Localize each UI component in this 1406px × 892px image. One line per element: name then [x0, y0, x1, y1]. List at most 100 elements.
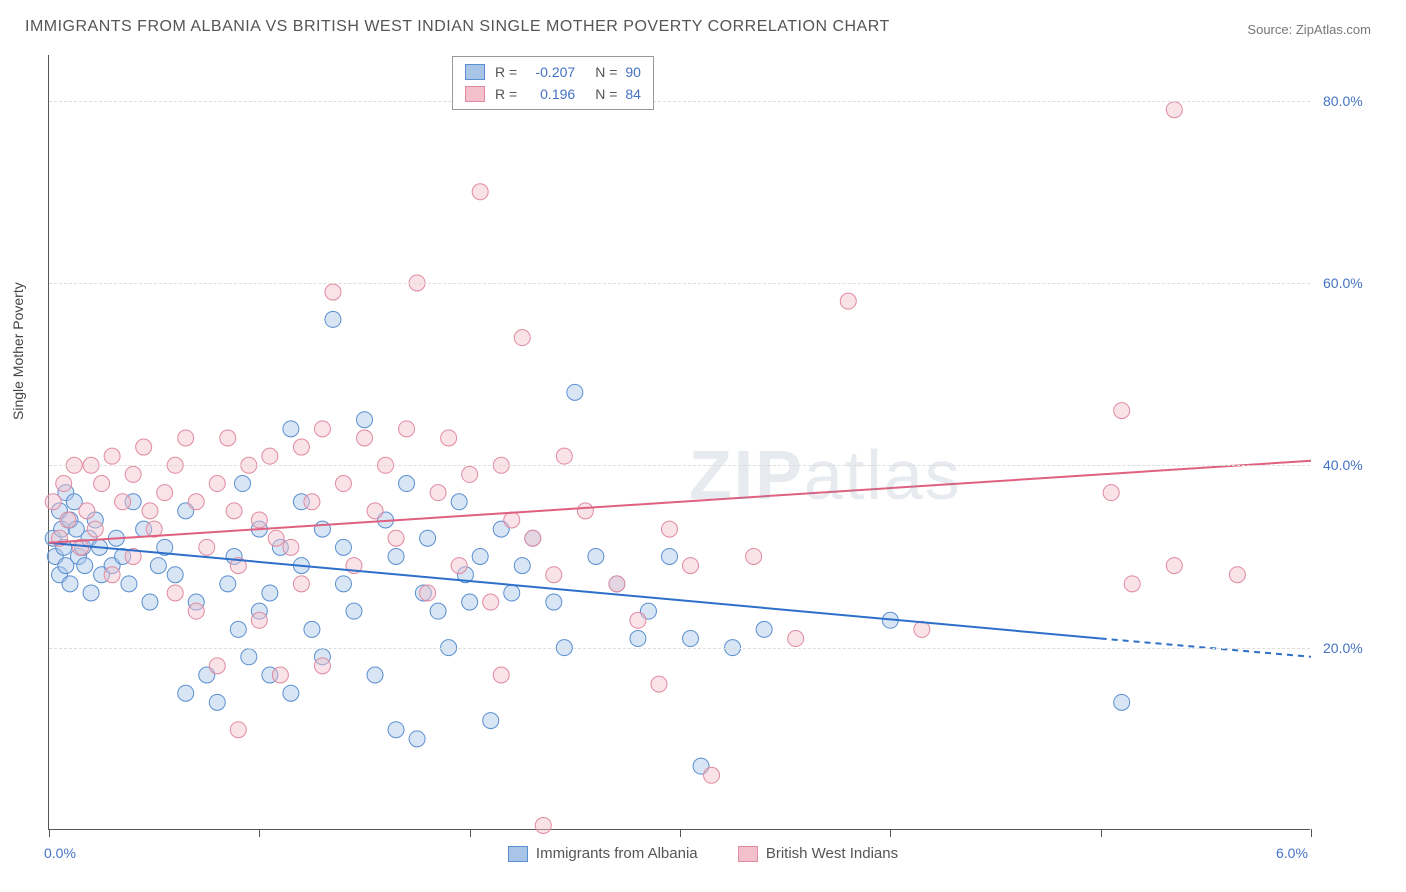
scatter-point	[1229, 567, 1245, 583]
chart-svg	[49, 55, 1310, 829]
legend-label-albania: Immigrants from Albania	[536, 845, 698, 862]
scatter-point	[514, 330, 530, 346]
scatter-point	[651, 676, 667, 692]
legend-swatch-bwi-bottom	[738, 846, 758, 862]
scatter-point	[462, 594, 478, 610]
scatter-point	[235, 476, 251, 492]
scatter-point	[357, 430, 373, 446]
scatter-point	[483, 713, 499, 729]
legend-n-value-bwi: 84	[625, 86, 641, 102]
y-tick-label: 80.0%	[1323, 93, 1363, 109]
legend-swatch-albania-bottom	[508, 846, 528, 862]
scatter-point	[683, 558, 699, 574]
scatter-point	[314, 658, 330, 674]
legend-r-value-albania: -0.207	[525, 64, 575, 80]
scatter-point	[293, 576, 309, 592]
scatter-point	[251, 612, 267, 628]
scatter-point	[367, 503, 383, 519]
scatter-point	[683, 631, 699, 647]
scatter-point	[241, 649, 257, 665]
legend-n-label: N =	[595, 86, 617, 102]
scatter-point	[230, 722, 246, 738]
scatter-point	[220, 576, 236, 592]
trend-line	[49, 461, 1311, 543]
scatter-point	[914, 621, 930, 637]
scatter-point	[142, 594, 158, 610]
scatter-point	[840, 293, 856, 309]
scatter-point	[1124, 576, 1140, 592]
y-tick-label: 60.0%	[1323, 275, 1363, 291]
scatter-point	[304, 494, 320, 510]
scatter-point	[556, 448, 572, 464]
legend-n-label: N =	[595, 64, 617, 80]
scatter-point	[367, 667, 383, 683]
scatter-point	[167, 567, 183, 583]
chart-title: IMMIGRANTS FROM ALBANIA VS BRITISH WEST …	[25, 18, 890, 36]
scatter-point	[283, 685, 299, 701]
scatter-point	[220, 430, 236, 446]
legend-row-bwi: R = 0.196 N = 84	[465, 83, 641, 105]
scatter-point	[472, 548, 488, 564]
scatter-point	[472, 184, 488, 200]
scatter-point	[388, 722, 404, 738]
legend-r-label: R =	[495, 64, 517, 80]
scatter-point	[430, 485, 446, 501]
trend-line	[49, 543, 1101, 639]
scatter-point	[178, 685, 194, 701]
scatter-point	[504, 512, 520, 528]
scatter-point	[60, 512, 76, 528]
y-axis-title: Single Mother Poverty	[10, 282, 26, 420]
scatter-point	[588, 548, 604, 564]
scatter-point	[104, 567, 120, 583]
scatter-point	[630, 612, 646, 628]
scatter-point	[209, 658, 225, 674]
scatter-point	[420, 530, 436, 546]
legend-swatch-bwi	[465, 86, 485, 102]
scatter-point	[535, 817, 551, 833]
scatter-point	[1114, 694, 1130, 710]
scatter-point	[430, 603, 446, 619]
scatter-point	[420, 585, 436, 601]
scatter-point	[314, 421, 330, 437]
legend-n-value-albania: 90	[625, 64, 641, 80]
scatter-point	[1103, 485, 1119, 501]
scatter-point	[283, 421, 299, 437]
scatter-point	[704, 767, 720, 783]
scatter-point	[756, 621, 772, 637]
scatter-point	[56, 476, 72, 492]
scatter-point	[546, 594, 562, 610]
scatter-point	[230, 621, 246, 637]
scatter-point	[1166, 102, 1182, 118]
scatter-point	[335, 539, 351, 555]
scatter-point	[77, 558, 93, 574]
scatter-point	[661, 548, 677, 564]
scatter-point	[262, 585, 278, 601]
scatter-point	[525, 530, 541, 546]
legend-item-albania: Immigrants from Albania	[508, 845, 698, 862]
scatter-point	[79, 503, 95, 519]
scatter-point	[335, 476, 351, 492]
source-label: Source:	[1247, 22, 1292, 37]
scatter-point	[251, 512, 267, 528]
scatter-point	[1166, 558, 1182, 574]
source-link[interactable]: ZipAtlas.com	[1296, 22, 1371, 37]
scatter-point	[188, 494, 204, 510]
scatter-point	[399, 476, 415, 492]
legend-item-bwi: British West Indians	[738, 845, 898, 862]
legend-r-value-bwi: 0.196	[525, 86, 575, 102]
scatter-point	[188, 603, 204, 619]
legend-row-albania: R = -0.207 N = 90	[465, 61, 641, 83]
scatter-point	[609, 576, 625, 592]
legend-swatch-albania	[465, 64, 485, 80]
scatter-point	[346, 603, 362, 619]
legend-r-label: R =	[495, 86, 517, 102]
scatter-point	[209, 476, 225, 492]
scatter-point	[441, 430, 457, 446]
scatter-point	[357, 412, 373, 428]
plot-area: ZIPatlas 20.0%40.0%60.0%80.0%0.0%6.0%	[48, 55, 1310, 830]
scatter-point	[262, 448, 278, 464]
scatter-point	[104, 448, 120, 464]
correlation-legend: R = -0.207 N = 90 R = 0.196 N = 84	[452, 56, 654, 110]
scatter-point	[226, 503, 242, 519]
scatter-point	[94, 476, 110, 492]
